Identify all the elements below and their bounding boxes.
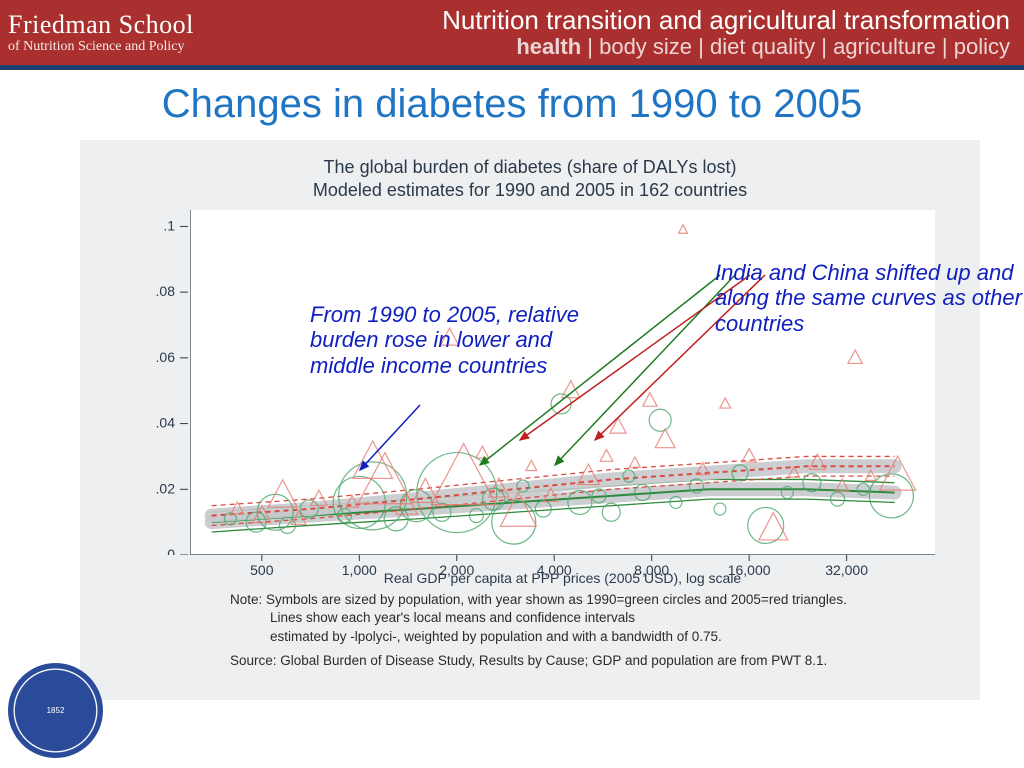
svg-text:0: 0 <box>167 546 175 555</box>
seal-year: 1852 <box>47 706 65 715</box>
chart-panel: The global burden of diabetes (share of … <box>80 140 980 700</box>
svg-text:.02: .02 <box>156 480 176 496</box>
logo-sub: of Nutrition Science and Policy <box>8 40 194 54</box>
svg-text:.08: .08 <box>156 283 176 299</box>
x-axis-label: Real GDP per capita at PPP prices (2005 … <box>190 570 935 586</box>
subtitle-l1: The global burden of diabetes (share of … <box>324 157 737 177</box>
note-3: estimated by -lpolyci-, weighted by popu… <box>230 628 940 646</box>
nav-active[interactable]: health <box>516 34 581 59</box>
logo-main: Friedman School <box>8 12 194 38</box>
subtitle-l2: Modeled estimates for 1990 and 2005 in 1… <box>313 180 747 200</box>
y-axis-ticks: 0 .02 .04 .06 .08 .1 <box>80 210 190 555</box>
svg-text:.06: .06 <box>156 349 176 365</box>
header-bar: Friedman School of Nutrition Science and… <box>0 0 1024 70</box>
annotation-right: India and China shifted up and along the… <box>715 260 1024 336</box>
nav-items: | body size | diet quality | agriculture… <box>587 34 1010 59</box>
header-right: Nutrition transition and agricultural tr… <box>442 5 1010 60</box>
footnotes: Note: Symbols are sized by population, w… <box>230 591 940 670</box>
note-2: Lines show each year's local means and c… <box>230 609 940 627</box>
chart-subtitle: The global burden of diabetes (share of … <box>80 156 980 201</box>
slide-title: Changes in diabetes from 1990 to 2005 <box>0 82 1024 127</box>
note-source: Source: Global Burden of Disease Study, … <box>230 652 940 670</box>
annotation-left: From 1990 to 2005, relative burden rose … <box>310 302 620 378</box>
svg-text:.1: .1 <box>163 217 175 233</box>
school-logo: Friedman School of Nutrition Science and… <box>8 12 194 54</box>
svg-text:.04: .04 <box>156 415 176 431</box>
note-1: Note: Symbols are sized by population, w… <box>230 591 940 609</box>
header-title: Nutrition transition and agricultural tr… <box>442 5 1010 36</box>
university-seal: 1852 <box>8 663 103 758</box>
header-nav: health | body size | diet quality | agri… <box>442 34 1010 60</box>
